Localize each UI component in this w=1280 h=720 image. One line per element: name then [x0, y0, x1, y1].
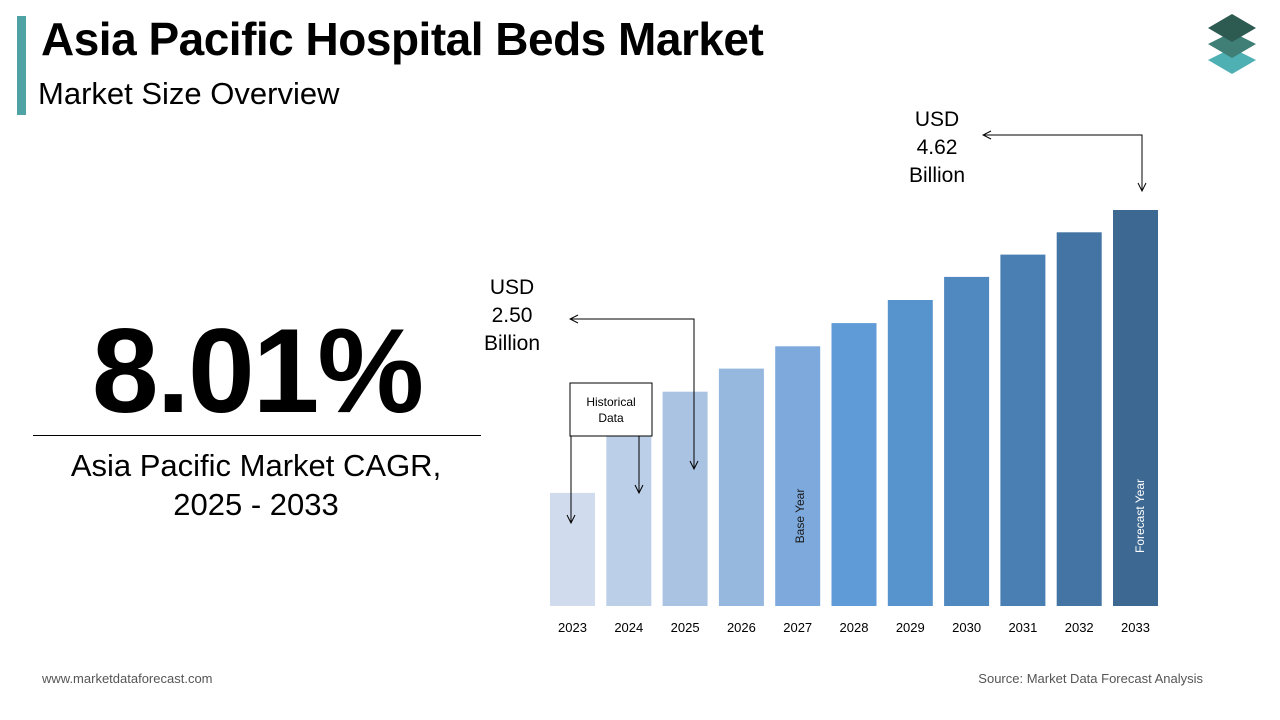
bar-2026 [718, 368, 764, 606]
bar-2023 [550, 492, 595, 606]
bar-2027 [775, 346, 821, 606]
bar-2030 [944, 276, 990, 606]
bar-2024 [606, 429, 652, 606]
forecast-year-label: Forecast Year [1133, 479, 1147, 553]
end-value-line3: Billion [909, 164, 965, 187]
x-tick-label-2025: 2025 [671, 620, 700, 635]
bar-2031 [1000, 254, 1046, 606]
x-tick-label-2026: 2026 [727, 620, 756, 635]
cagr-caption-line2: 2025 - 2033 [173, 487, 339, 523]
historical-data-line2: Data [598, 411, 624, 425]
start-value-arrow [570, 319, 694, 469]
logo-layer-bottom [1208, 48, 1256, 74]
bar-2033 [1113, 210, 1158, 606]
title-accent-bar [17, 16, 26, 115]
end-value-line2: 4.62 [917, 136, 958, 159]
x-tick-label-2023: 2023 [558, 620, 587, 635]
historical-data-line1: Historical [586, 395, 635, 409]
x-tick-label-2029: 2029 [896, 620, 925, 635]
end-value-line1: USD [915, 108, 959, 131]
bar-2029 [887, 300, 933, 606]
logo-layer-top [1208, 14, 1256, 42]
start-value-line2: 2.50 [492, 304, 533, 327]
x-tick-label-2033: 2033 [1121, 620, 1150, 635]
start-value-line3: Billion [484, 332, 540, 355]
x-tick-label-2031: 2031 [1008, 620, 1037, 635]
x-tick-label-2028: 2028 [840, 620, 869, 635]
logo-layer-middle [1208, 32, 1256, 58]
bar-2025 [662, 391, 708, 606]
stacked-layers-logo-icon [1208, 14, 1256, 74]
x-tick-label-2030: 2030 [952, 620, 981, 635]
cagr-caption-line1: Asia Pacific Market CAGR, [70, 448, 442, 483]
end-value-arrow [983, 135, 1142, 191]
page-subtitle: Market Size Overview [38, 76, 340, 111]
x-tick-label-2024: 2024 [614, 620, 643, 635]
historical-data-box [569, 382, 653, 437]
source-note: Source: Market Data Forecast Analysis [978, 671, 1203, 686]
website-url: www.marketdataforecast.com [42, 671, 213, 686]
page-title: Asia Pacific Hospital Beds Market [41, 13, 764, 65]
bar-2032 [1056, 232, 1102, 607]
x-tick-label-2027: 2027 [783, 620, 812, 635]
cagr-value: 8.01% [91, 304, 424, 438]
cagr-divider [33, 435, 481, 436]
x-axis-labels: 2023 2024 2025 2026 2027 2028 2029 2030 2031 2032… [558, 620, 1150, 635]
bar-2028 [831, 323, 877, 606]
cagr-caption: Asia Pacific Market CAGR, 2025 - 2033 [32, 446, 480, 524]
start-value-line1: USD [490, 276, 534, 299]
x-tick-label-2032: 2032 [1065, 620, 1094, 635]
base-year-label: Base Year [793, 489, 807, 544]
